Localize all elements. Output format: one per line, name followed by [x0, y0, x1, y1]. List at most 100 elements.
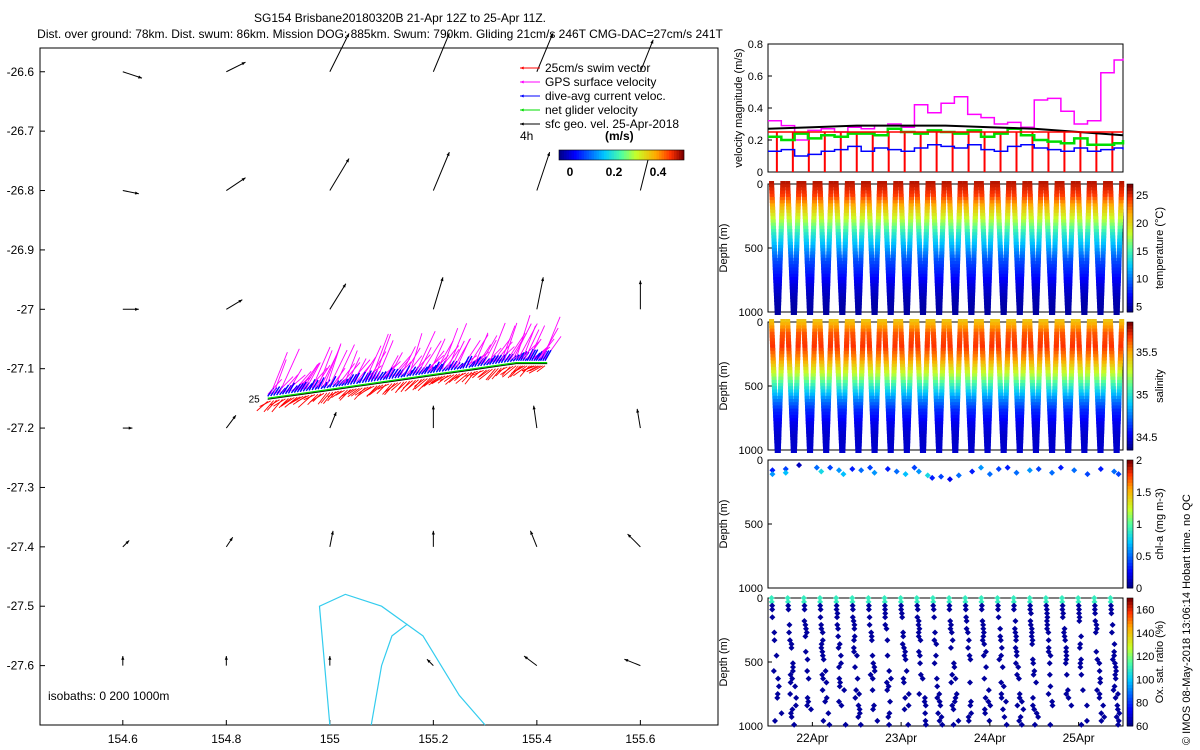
- temp-sample: [998, 270, 1004, 277]
- oxy-colorbar-cell: [1127, 598, 1133, 602]
- swim-vector: [331, 390, 342, 398]
- sal-sample: [933, 399, 939, 405]
- temp-sample: [1109, 216, 1115, 223]
- sal-sample: [1062, 376, 1068, 383]
- sal-sample: [812, 322, 818, 329]
- temp-sample: [1062, 238, 1068, 245]
- temp-sample: [884, 232, 890, 239]
- temp-sample: [1037, 197, 1043, 203]
- sal-sample: [802, 338, 808, 345]
- oxygen-sample: [1013, 633, 1020, 640]
- sal-sample: [818, 335, 824, 341]
- temp-colorbar-cell: [1127, 296, 1133, 300]
- temp-sample: [1094, 251, 1100, 258]
- temp-sample: [988, 216, 994, 223]
- temp-colorbar-cell: [1127, 203, 1133, 207]
- sal-sample: [868, 383, 874, 389]
- temp-sample: [809, 283, 815, 290]
- sal-sample: [857, 421, 863, 428]
- sal-sample: [1050, 427, 1056, 434]
- map-colorbar-cell: [644, 150, 647, 160]
- sal-sample: [908, 357, 914, 364]
- temp-sample: [1114, 305, 1120, 312]
- swim-vector: [491, 367, 502, 380]
- swim-vector: [423, 376, 437, 387]
- map-colorbar-cell: [681, 150, 685, 160]
- sal-sample: [810, 367, 816, 373]
- temp-sample: [794, 248, 800, 255]
- temp-sample: [1035, 273, 1041, 280]
- oxygen-sample: [789, 660, 796, 667]
- temp-sample: [1031, 267, 1037, 274]
- sal-sample: [965, 389, 971, 396]
- sal-sample: [805, 411, 811, 418]
- temp-sample: [786, 216, 792, 223]
- temp-sample: [1022, 181, 1028, 187]
- temp-sample: [803, 222, 809, 229]
- geo-vector-head: [333, 412, 337, 417]
- temp-sample: [820, 245, 826, 251]
- sal-sample: [1017, 443, 1023, 450]
- temp-sample: [809, 280, 815, 287]
- temp-sample: [787, 225, 793, 232]
- sal-sample: [857, 411, 863, 418]
- dac-vector: [361, 372, 369, 384]
- sal-sample: [841, 402, 847, 409]
- sal-sample: [843, 351, 849, 357]
- sal-sample: [906, 392, 912, 399]
- sal-sample: [1078, 386, 1084, 393]
- temp-sample: [930, 187, 936, 194]
- oxygen-sample: [1044, 610, 1051, 617]
- temp-sample: [885, 254, 891, 261]
- sal-sample: [1062, 392, 1068, 399]
- oxygen-sample: [1043, 606, 1050, 613]
- oxygen-sample: [980, 625, 987, 632]
- dac-vector: [299, 381, 307, 393]
- gps-vector: [294, 371, 312, 391]
- map-colorbar-cell: [614, 150, 617, 160]
- sal-sample: [956, 351, 962, 357]
- sal-sample: [821, 411, 827, 418]
- temp-sample: [868, 248, 874, 255]
- temp-sample: [1014, 264, 1020, 271]
- sal-colorbar-cell: [1127, 392, 1133, 397]
- sal-sample: [877, 319, 883, 325]
- temp-sample: [885, 261, 891, 267]
- temp-sample: [811, 203, 817, 210]
- oxygen-sample: [1015, 664, 1022, 671]
- sal-sample: [874, 383, 880, 389]
- sal-sample: [1047, 415, 1053, 421]
- temp-sample: [915, 203, 921, 210]
- sal-sample: [1066, 437, 1072, 444]
- sal-sample: [882, 338, 888, 345]
- temp-sample: [1086, 203, 1092, 210]
- temp-sample: [853, 261, 859, 267]
- map-colorbar-cell: [636, 150, 640, 160]
- oxygen-sample: [1033, 679, 1040, 686]
- swim-vector: [528, 365, 543, 374]
- sal-sample: [857, 418, 863, 425]
- temp-sample: [809, 257, 815, 264]
- temp-sample: [940, 213, 946, 219]
- sal-sample: [841, 405, 847, 412]
- sal-sample: [889, 418, 895, 425]
- gps-vector: [429, 338, 446, 372]
- temp-sample: [921, 299, 927, 306]
- sal-sample: [938, 408, 944, 415]
- sal-sample: [827, 363, 833, 370]
- chl-colorbar-cell: [1127, 562, 1133, 567]
- sal-sample: [1086, 319, 1092, 325]
- temp-sample: [948, 225, 954, 232]
- sal-sample: [954, 421, 960, 428]
- oxygen-sample: [833, 602, 840, 609]
- oxygen-sample: [905, 721, 912, 728]
- temp-sample: [1053, 219, 1059, 226]
- swim-vector: [477, 369, 487, 378]
- sal-sample: [965, 376, 971, 383]
- sal-sample: [923, 386, 929, 393]
- sal-sample: [1119, 322, 1125, 329]
- temp-sample: [779, 197, 785, 203]
- temp-sample: [962, 181, 968, 187]
- temp-sample: [850, 193, 856, 200]
- temp-sample: [870, 286, 876, 293]
